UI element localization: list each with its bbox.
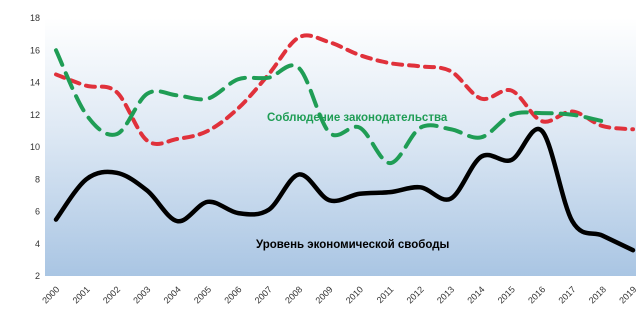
x-tick-label: 2001 xyxy=(71,284,92,305)
x-tick-label: 2003 xyxy=(131,284,152,305)
y-tick-label: 18 xyxy=(30,13,40,23)
x-tick-label: 2015 xyxy=(496,284,517,305)
y-tick-label: 14 xyxy=(30,78,40,88)
x-tick-label: 2010 xyxy=(344,284,365,305)
annotation-legal-compliance: Соблюдение законодательства xyxy=(267,112,448,124)
annotations: Соблюдение законодательства Уровень экон… xyxy=(256,112,449,251)
x-tick-label: 2013 xyxy=(435,284,456,305)
x-tick-label: 2011 xyxy=(375,284,396,305)
y-axis: 2 4 6 8 10 12 14 16 18 xyxy=(30,13,40,281)
x-tick-label: 2017 xyxy=(556,284,577,305)
x-tick-label: 2019 xyxy=(617,284,638,305)
x-tick-label: 2004 xyxy=(162,284,183,305)
x-tick-label: 2006 xyxy=(222,284,243,305)
series-legal-compliance-line xyxy=(54,48,605,166)
x-tick-label: 2002 xyxy=(101,284,122,305)
x-tick-label: 2008 xyxy=(283,284,304,305)
x-tick-label: 2014 xyxy=(465,284,486,305)
y-tick-label: 6 xyxy=(35,207,40,217)
series-lines xyxy=(53,33,636,253)
x-tick-label: 2016 xyxy=(526,284,547,305)
x-tick-label: 2018 xyxy=(587,284,608,305)
y-tick-label: 12 xyxy=(30,110,40,120)
y-tick-label: 2 xyxy=(35,271,40,281)
x-tick-label: 2005 xyxy=(192,284,213,305)
x-tick-label: 2012 xyxy=(405,284,426,305)
x-tick-label: 2000 xyxy=(40,284,61,305)
y-tick-label: 8 xyxy=(35,174,40,184)
y-tick-label: 4 xyxy=(35,239,40,249)
y-tick-label: 16 xyxy=(30,45,40,55)
plot-background xyxy=(45,18,636,276)
x-tick-label: 2007 xyxy=(253,284,274,305)
series-economic-freedom-line xyxy=(53,126,636,253)
annotation-economic-freedom: Уровень экономической свободы xyxy=(256,239,449,251)
x-tick-label: 2009 xyxy=(313,284,334,305)
x-axis: 2000 2001 2002 2003 2004 2005 2006 2007 2008 2009… xyxy=(40,284,638,305)
y-tick-label: 10 xyxy=(30,142,40,152)
